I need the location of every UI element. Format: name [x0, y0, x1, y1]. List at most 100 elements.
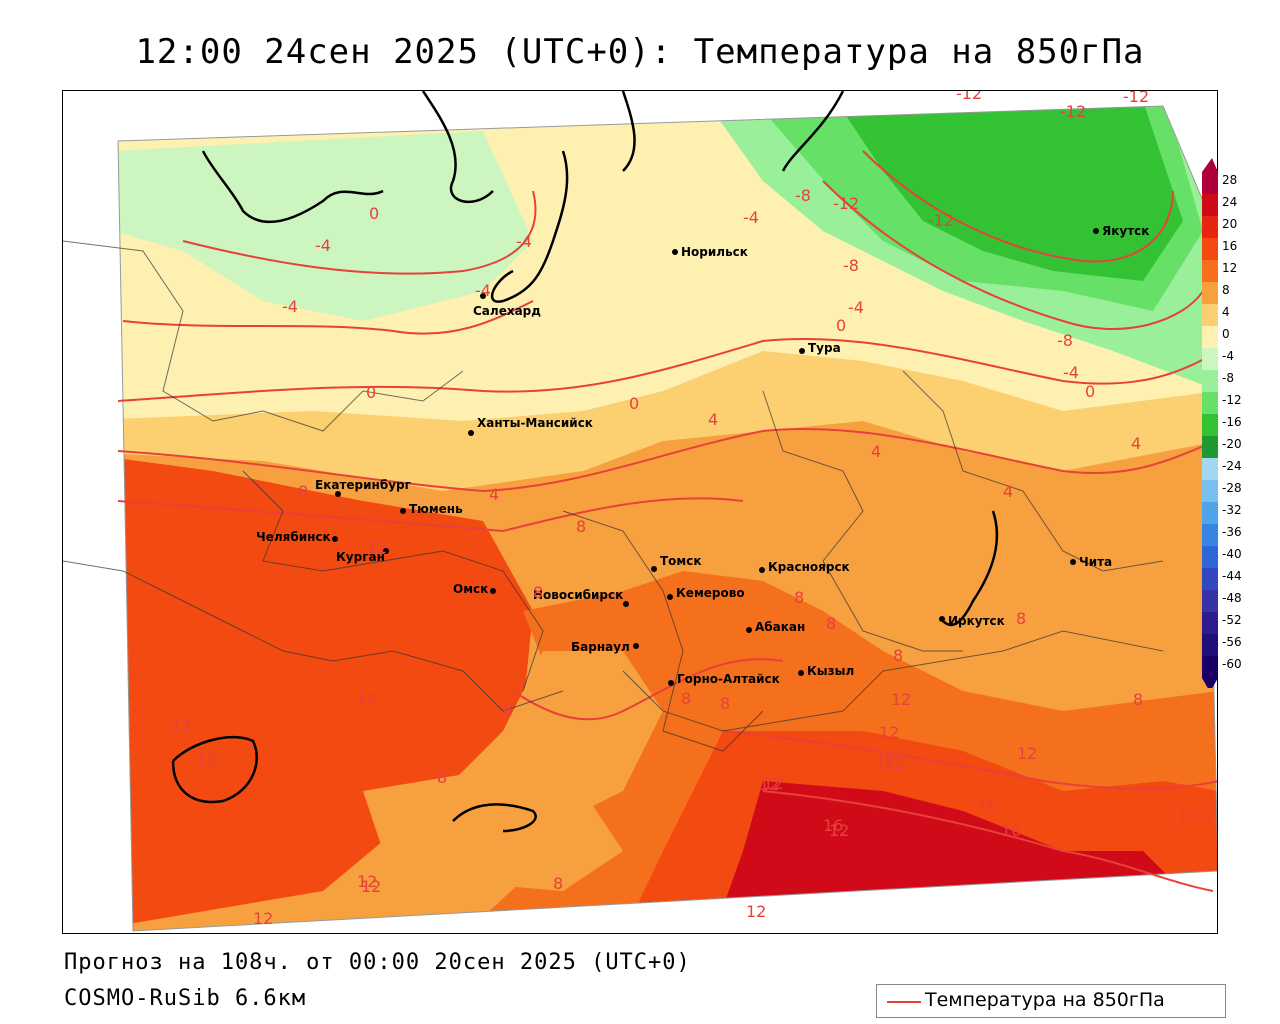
- svg-text:Кемерово: Кемерово: [676, 586, 745, 600]
- svg-text:-12: -12: [928, 211, 954, 230]
- colorbar-swatch: [1202, 370, 1218, 392]
- svg-text:8: 8: [681, 689, 691, 708]
- colorbar-swatch: [1202, 172, 1218, 194]
- svg-text:8: 8: [298, 482, 308, 501]
- colorbar-tick-label: -36: [1222, 525, 1242, 539]
- colorbar-tick-label: -44: [1222, 569, 1242, 583]
- svg-text:-4: -4: [743, 208, 759, 227]
- map-panel: Норильск Якутск Салехард Тура Ханты-Манс…: [62, 90, 1218, 934]
- svg-text:8: 8: [553, 874, 563, 893]
- temperature-map: Норильск Якутск Салехард Тура Ханты-Манс…: [63, 91, 1217, 932]
- svg-text:-4: -4: [848, 298, 864, 317]
- svg-text:Горно-Алтайск: Горно-Алтайск: [677, 672, 780, 686]
- legend-label: Температура на 850гПа: [925, 989, 1165, 1011]
- colorbar-tick-label: -16: [1222, 415, 1242, 429]
- svg-text:12: 12: [197, 750, 217, 769]
- colorbar-swatch: [1202, 656, 1218, 678]
- city-yakutsk: Якутск: [1093, 224, 1149, 238]
- city-yekaterinburg: Екатеринбург: [315, 478, 411, 497]
- svg-text:-8: -8: [795, 186, 811, 205]
- contour-labels: -12 -12 -12 -12 -8 -12 -4 -4 -4 -4 -8 -4…: [171, 91, 1214, 928]
- colorbar-tick-label: -28: [1222, 481, 1242, 495]
- legend: Температура на 850гПа: [876, 984, 1226, 1018]
- city-novosibirsk: Новосибирск: [533, 588, 629, 607]
- colorbar-max-arrow: [1202, 158, 1218, 172]
- colorbar-swatch: [1202, 282, 1218, 304]
- svg-text:Кызыл: Кызыл: [807, 664, 854, 678]
- colorbar-swatch: [1202, 326, 1218, 348]
- svg-text:12: 12: [763, 774, 783, 793]
- svg-text:Тура: Тура: [808, 341, 841, 355]
- svg-text:12: 12: [357, 872, 377, 891]
- colorbar-min-arrow: [1202, 678, 1218, 688]
- forecast-caption: Прогноз на 108ч. от 00:00 20сен 2025 (UT…: [64, 950, 691, 975]
- svg-text:Абакан: Абакан: [755, 620, 805, 634]
- svg-text:Салехард: Салехард: [473, 304, 541, 318]
- svg-text:16: 16: [1001, 821, 1021, 840]
- isotherm-lines: [117, 150, 1217, 892]
- svg-text:12: 12: [759, 775, 779, 794]
- colorbar-swatch: [1202, 568, 1218, 590]
- svg-text:4: 4: [708, 410, 718, 429]
- colorbar-tick-label: 4: [1222, 305, 1230, 319]
- city-kurgan: Курган: [336, 548, 389, 564]
- colorbar-tick-label: 12: [1222, 261, 1237, 275]
- svg-text:12: 12: [875, 751, 895, 770]
- legend-line-swatch: [887, 1001, 921, 1003]
- svg-text:-12: -12: [1123, 91, 1149, 106]
- colorbar-tick-label: -60: [1222, 657, 1242, 671]
- colorbar-swatch: [1202, 304, 1218, 326]
- svg-text:-4: -4: [315, 236, 331, 255]
- svg-text:8: 8: [1133, 690, 1143, 709]
- svg-text:12: 12: [1017, 744, 1037, 763]
- svg-text:12: 12: [171, 716, 191, 735]
- colorbar-swatch: [1202, 216, 1218, 238]
- svg-text:12: 12: [829, 821, 849, 840]
- colorbar-tick-label: -4: [1222, 349, 1234, 363]
- city-chita: Чита: [1070, 555, 1112, 569]
- svg-text:Новосибирск: Новосибирск: [533, 588, 623, 602]
- colorbar-tick-label: -56: [1222, 635, 1242, 649]
- region-borders: [63, 240, 1164, 752]
- svg-text:0: 0: [836, 316, 846, 335]
- svg-text:8: 8: [893, 646, 903, 665]
- svg-text:Курган: Курган: [336, 550, 385, 564]
- svg-text:-4: -4: [1063, 363, 1079, 382]
- svg-text:0: 0: [629, 394, 639, 413]
- colorbar-swatch: [1202, 546, 1218, 568]
- svg-text:4: 4: [489, 485, 499, 504]
- svg-text:Челябинск: Челябинск: [256, 530, 331, 544]
- colorbar-swatch: [1202, 458, 1218, 480]
- svg-text:Чита: Чита: [1079, 555, 1112, 569]
- svg-text:16: 16: [823, 816, 843, 835]
- svg-text:8: 8: [1016, 609, 1026, 628]
- colorbar-tick-label: -8: [1222, 371, 1234, 385]
- svg-text:-8: -8: [1057, 331, 1073, 350]
- svg-text:Якутск: Якутск: [1102, 224, 1149, 238]
- svg-text:12: 12: [253, 909, 273, 928]
- svg-text:0: 0: [369, 204, 379, 223]
- colorbar-tick-label: 24: [1222, 195, 1237, 209]
- svg-text:12: 12: [367, 538, 387, 557]
- svg-text:4: 4: [1131, 434, 1141, 453]
- colorbar: 28 24 20 16 12 8 4 0 -4 -8 -12 -16 -20 -24 -28 -32 -36 -4…: [1202, 158, 1242, 688]
- colorbar-swatch: [1202, 436, 1218, 458]
- chart-title: 12:00 24сен 2025 (UTC+0): Температура на…: [135, 32, 1145, 72]
- city-norilsk: Норильск: [672, 245, 748, 259]
- svg-text:4: 4: [1003, 482, 1013, 501]
- svg-text:Иркутск: Иркутск: [948, 614, 1005, 628]
- colorbar-swatch: [1202, 612, 1218, 634]
- svg-text:12: 12: [891, 690, 911, 709]
- colorbar-tick-label: -40: [1222, 547, 1242, 561]
- colorbar-tick-label: -48: [1222, 591, 1242, 605]
- svg-text:Красноярск: Красноярск: [768, 560, 850, 574]
- colorbar-tick-label: -32: [1222, 503, 1242, 517]
- city-kyzyl: Кызыл: [798, 664, 854, 678]
- svg-text:-8: -8: [843, 256, 859, 275]
- svg-text:12: 12: [746, 902, 766, 921]
- model-caption: COSMO-RuSib 6.6км: [64, 986, 307, 1011]
- colorbar-tick-label: -24: [1222, 459, 1242, 473]
- svg-text:8: 8: [826, 614, 836, 633]
- svg-text:-12: -12: [1060, 102, 1086, 121]
- colorbar-swatch: [1202, 524, 1218, 546]
